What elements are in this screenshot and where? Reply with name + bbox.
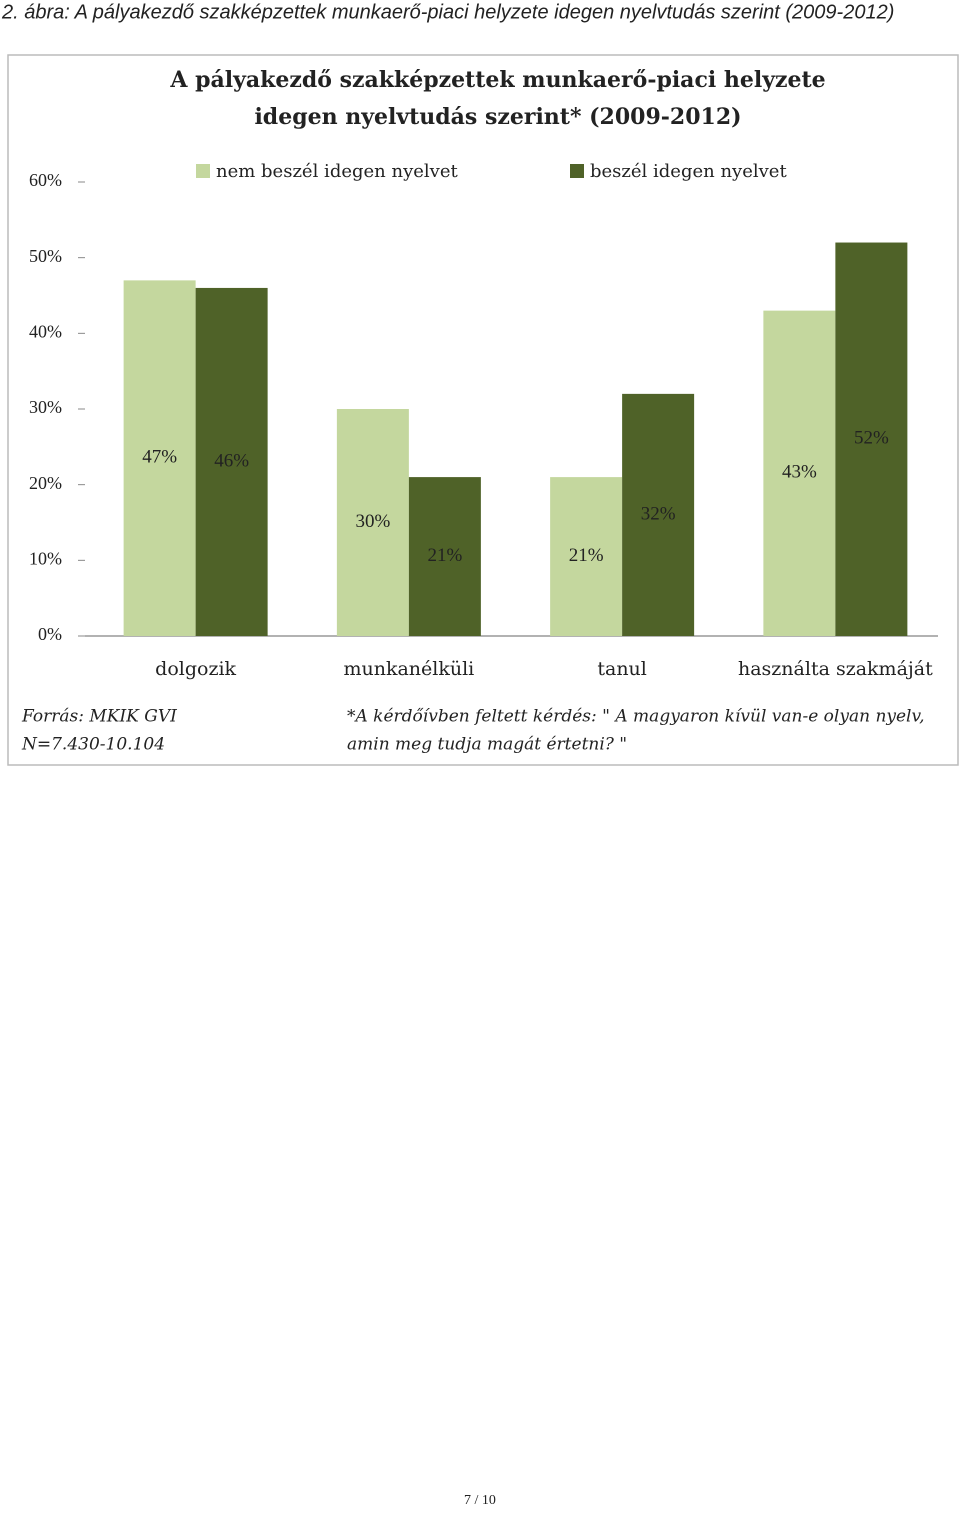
x-tick-label: használta szakmáját [738,658,933,680]
chart-title: idegen nyelvtudás szerint* (2009-2012) [254,104,741,130]
legend-swatch [196,164,210,178]
source: N=7.430-10.104 [21,735,165,755]
legend-label: beszél idegen nyelvet [590,161,787,182]
data-label: 43% [782,462,817,483]
data-label: 46% [214,450,249,471]
x-tick-label: tanul [597,658,647,680]
y-tick-label: 10% [29,548,62,568]
note: *A kérdőívben feltett kérdés: " A magyar… [347,707,925,727]
note: amin meg tudja magát értetni? " [347,735,627,755]
bar [336,409,409,636]
data-label: 21% [569,545,604,566]
data-label: 52% [854,428,889,449]
caption: 2. ábra: A pályakezdő szakképzettek munk… [1,1,894,23]
bar [195,287,268,636]
bar [550,477,623,636]
legend-label: nem beszél idegen nyelvet [216,161,458,182]
chart-title: A pályakezdő szakképzettek munkaerő-piac… [169,67,825,93]
y-tick-label: 40% [29,321,62,341]
data-label: 32% [641,503,676,524]
y-tick-label: 60% [29,170,62,190]
data-label: 47% [142,447,177,468]
bar [763,310,836,636]
y-tick-label: 20% [29,473,62,493]
data-label: 30% [355,511,390,532]
source: Forrás: MKIK GVI [21,707,177,727]
y-tick-label: 30% [29,397,62,417]
x-tick-label: munkanélküli [343,658,474,680]
bar [123,280,196,636]
bar [408,477,481,636]
x-tick-label: dolgozik [155,658,236,680]
legend-swatch [570,164,584,178]
bar [622,393,695,636]
bar [835,242,908,637]
chart-frame [7,54,959,766]
data-label: 21% [427,545,462,566]
y-tick-label: 0% [38,624,62,644]
page-number: 7 / 10 [464,1493,496,1508]
y-tick-label: 50% [29,246,62,266]
